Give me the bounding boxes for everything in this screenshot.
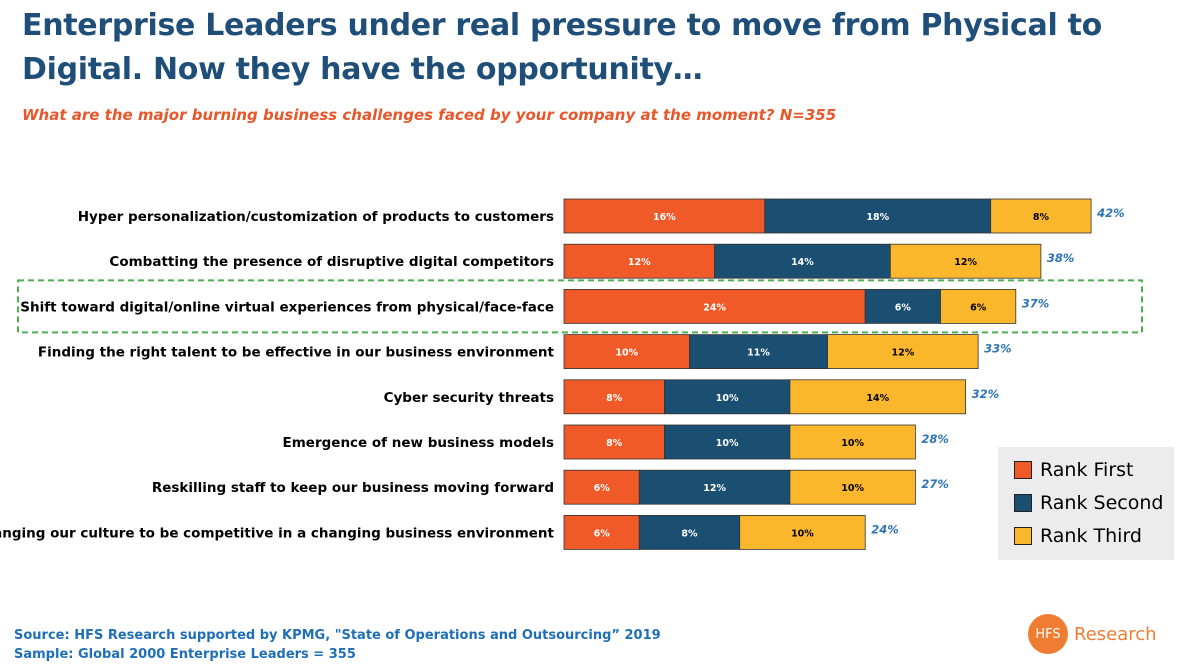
- total-value-label: 32%: [972, 387, 1000, 401]
- bar-segment-rank-third: [990, 198, 1092, 234]
- bar-segment-rank-second: [638, 469, 791, 505]
- segment-value-label: 10%: [615, 348, 638, 359]
- bar-segment-rank-third: [889, 243, 1042, 279]
- segment-value-label: 10%: [791, 528, 814, 539]
- segment-value-label: 6%: [970, 302, 987, 313]
- total-value-label: 37%: [1022, 296, 1050, 310]
- total-value-label: 38%: [1047, 251, 1075, 265]
- bar-segment-rank-first: [563, 243, 716, 279]
- segment-value-label: 8%: [606, 438, 623, 449]
- legend-label: Rank First: [1040, 459, 1134, 481]
- source-text: Source: HFS Research supported by KPMG, …: [14, 628, 661, 643]
- bar-segment-rank-third: [940, 288, 1017, 324]
- segment-value-label: 14%: [866, 393, 889, 404]
- segment-value-label: 8%: [606, 393, 623, 404]
- category-label: Reskilling staff to keep our business mo…: [152, 480, 554, 496]
- logo-mark: HFS: [1028, 614, 1068, 654]
- segment-value-label: 6%: [594, 483, 611, 494]
- bar-segment-rank-first: [563, 424, 665, 460]
- chart-legend: Rank First Rank Second Rank Third: [998, 447, 1174, 560]
- logo-text: Research: [1074, 623, 1157, 645]
- survey-question: What are the major burning business chal…: [22, 106, 837, 124]
- bar-segment-rank-second: [664, 379, 791, 415]
- category-label: Hyper personalization/customization of p…: [78, 209, 554, 225]
- bar-segment-rank-third: [827, 334, 979, 370]
- segment-value-label: 6%: [895, 302, 912, 313]
- category-label: Emergence of new business models: [283, 435, 554, 451]
- legend-label: Rank Second: [1040, 492, 1164, 514]
- legend-item-rank-first: Rank First: [1014, 458, 1134, 482]
- segment-value-label: 8%: [1033, 212, 1050, 223]
- legend-item-rank-second: Rank Second: [1014, 491, 1163, 515]
- legend-item-rank-third: Rank Third: [1014, 524, 1142, 548]
- bar-segment-rank-third: [789, 469, 916, 505]
- total-value-label: 27%: [921, 477, 949, 491]
- segment-value-label: 10%: [716, 438, 739, 449]
- category-label: Finding the right talent to be effective…: [38, 345, 555, 361]
- bar-segment-rank-second: [864, 288, 941, 324]
- legend-swatch-rank-first: [1014, 461, 1032, 479]
- segment-value-label: 12%: [628, 257, 651, 268]
- segment-value-label: 10%: [841, 438, 864, 449]
- total-value-label: 28%: [921, 432, 949, 446]
- hfs-logo: HFS Research: [1028, 614, 1157, 654]
- legend-swatch-rank-third: [1014, 527, 1032, 545]
- bar-segment-rank-third: [789, 424, 916, 460]
- bar-segment-rank-first: [563, 334, 690, 370]
- bar-segment-rank-second: [664, 424, 791, 460]
- segment-value-label: 8%: [681, 528, 698, 539]
- bar-segment-rank-second: [714, 243, 891, 279]
- category-label: Cyber security threats: [384, 390, 554, 406]
- bar-segment-rank-first: [563, 469, 640, 505]
- segment-value-label: 11%: [747, 348, 770, 359]
- segment-value-label: 10%: [841, 483, 864, 494]
- segment-value-label: 16%: [653, 212, 676, 223]
- segment-value-label: 24%: [703, 302, 726, 313]
- segment-value-label: 12%: [954, 257, 977, 268]
- bar-segment-rank-first: [563, 288, 866, 324]
- bar-segment-rank-second: [638, 515, 741, 550]
- category-label: Changing our culture to be competitive i…: [0, 525, 555, 541]
- legend-swatch-rank-second: [1014, 494, 1032, 512]
- total-value-label: 42%: [1096, 206, 1125, 220]
- total-value-label: 24%: [871, 522, 899, 536]
- segment-value-label: 6%: [594, 528, 611, 539]
- category-label: Shift toward digital/online virtual expe…: [20, 299, 554, 315]
- category-label: Combatting the presence of disruptive di…: [109, 254, 554, 270]
- source-note: Source: HFS Research supported by KPMG, …: [14, 626, 661, 664]
- sample-text: Sample: Global 2000 Enterprise Leaders =…: [14, 647, 356, 662]
- bar-segment-rank-second: [689, 334, 828, 370]
- bar-segment-rank-third: [789, 379, 967, 415]
- total-value-label: 33%: [984, 342, 1012, 356]
- segment-value-label: 12%: [703, 483, 726, 494]
- legend-label: Rank Third: [1040, 525, 1142, 547]
- segment-value-label: 10%: [716, 393, 739, 404]
- segment-value-label: 12%: [891, 348, 914, 359]
- bar-segment-rank-second: [764, 198, 992, 234]
- bar-segment-rank-third: [739, 515, 866, 550]
- highlight-box: [17, 279, 1143, 334]
- segment-value-label: 14%: [791, 257, 814, 268]
- segment-value-label: 18%: [866, 212, 889, 223]
- page-title: Enterprise Leaders under real pressure t…: [22, 8, 1102, 87]
